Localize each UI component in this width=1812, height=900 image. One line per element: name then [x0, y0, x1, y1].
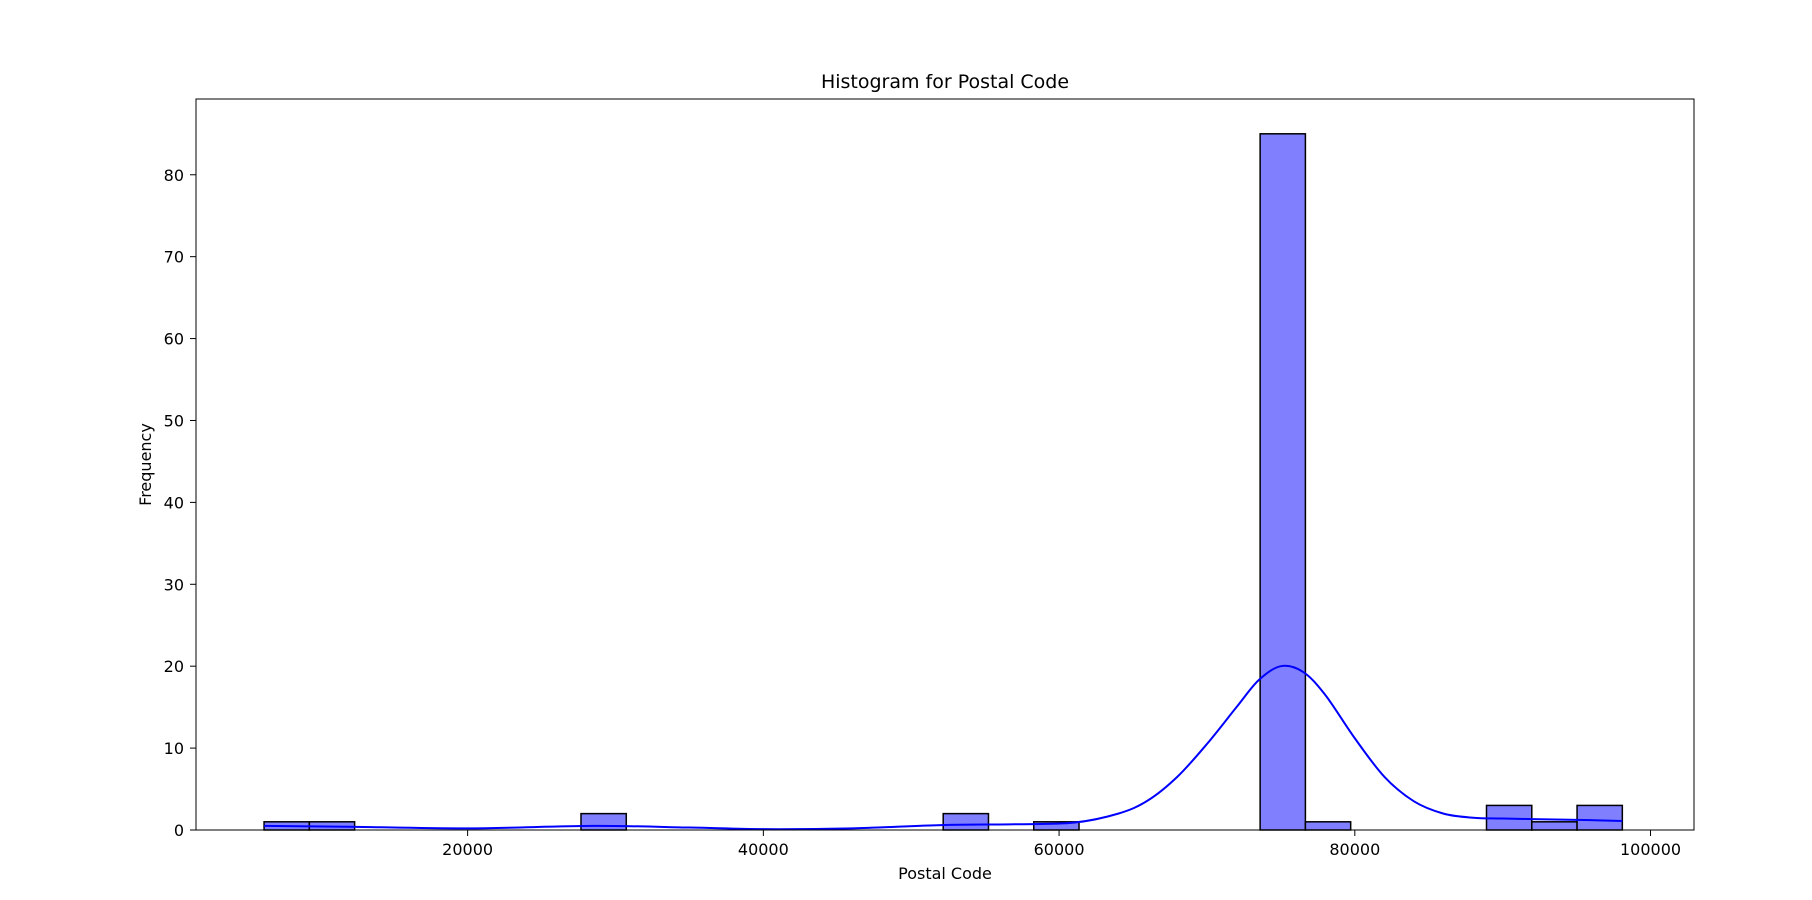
- y-tick-label: 30: [164, 575, 184, 594]
- plot-area-frame: [195, 98, 1695, 831]
- x-tick-label: 60000: [1034, 840, 1085, 859]
- y-tick-label: 10: [164, 739, 184, 758]
- y-tick-label: 80: [164, 166, 184, 185]
- histogram-bar: [580, 812, 628, 831]
- y-axis-ticks: 0 10 20 30 40 50 60 70 80: [164, 166, 196, 840]
- histogram-bar: [942, 812, 990, 831]
- x-tick-label: 20000: [442, 840, 493, 859]
- x-tick-label: 40000: [738, 840, 789, 859]
- x-tick-label: 80000: [1329, 840, 1380, 859]
- y-axis-label: Frequency: [136, 423, 155, 506]
- y-tick-label: 60: [164, 330, 184, 349]
- kde-curve: [264, 664, 1623, 831]
- x-tick-label: 100000: [1620, 840, 1681, 859]
- x-axis-label: Postal Code: [898, 864, 992, 883]
- histogram-bar: [1259, 133, 1307, 831]
- histogram-bar: [1531, 821, 1578, 831]
- y-tick-label: 50: [164, 411, 184, 430]
- y-tick-label: 0: [174, 821, 184, 840]
- histogram-bar: [1304, 821, 1352, 831]
- chart-title: Histogram for Postal Code: [821, 71, 1069, 93]
- y-tick-label: 20: [164, 657, 184, 676]
- y-tick-label: 40: [164, 493, 184, 512]
- histogram-bar: [1576, 804, 1624, 831]
- x-axis-ticks: 20000 40000 60000 80000 100000: [442, 830, 1681, 859]
- y-tick-label: 70: [164, 248, 184, 267]
